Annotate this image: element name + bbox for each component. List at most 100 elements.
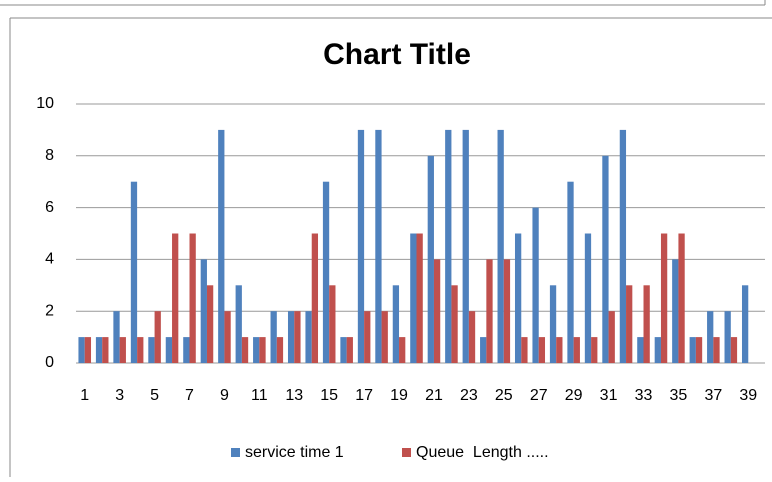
bar [399, 337, 406, 363]
bar [113, 311, 120, 363]
x-tick-label: 17 [355, 387, 373, 404]
bar [340, 337, 347, 363]
bar [172, 233, 179, 363]
bar [165, 337, 173, 363]
bar [672, 259, 679, 363]
bar [95, 337, 103, 363]
bar [514, 233, 522, 363]
x-tick-label: 3 [115, 387, 124, 404]
bar [503, 259, 511, 363]
bar [253, 337, 260, 363]
x-tick-label: 31 [600, 387, 618, 404]
bar [532, 207, 539, 363]
bar [556, 337, 563, 363]
x-tick-label: 21 [425, 387, 443, 404]
bar [573, 337, 580, 363]
bar [270, 311, 277, 363]
bar [206, 285, 214, 363]
bar [626, 285, 633, 363]
bar [311, 233, 319, 363]
legend-swatch [231, 448, 240, 457]
bar [619, 129, 627, 363]
x-tick-label: 33 [635, 387, 653, 404]
bar [521, 337, 528, 363]
bar [329, 285, 336, 363]
bar [451, 285, 458, 363]
bar [608, 311, 615, 363]
y-tick-label: 0 [45, 354, 54, 371]
bar [637, 337, 644, 363]
bar [375, 129, 382, 363]
bar [480, 337, 487, 363]
bar [381, 311, 388, 363]
bar [427, 155, 434, 363]
bar [189, 233, 196, 363]
x-tick-label: 25 [495, 387, 513, 404]
x-tick-label: 37 [704, 387, 722, 404]
bar [591, 337, 598, 363]
bar [678, 233, 685, 363]
bar [538, 337, 546, 363]
x-tick-label: 9 [220, 387, 229, 404]
bar [602, 155, 609, 363]
bar [235, 285, 242, 363]
bar [689, 337, 696, 363]
bar [707, 311, 714, 363]
bar [433, 259, 441, 363]
x-tick-label: 27 [530, 387, 548, 404]
bar [486, 259, 493, 363]
y-tick-label: 8 [45, 147, 54, 164]
x-tick-label: 23 [460, 387, 478, 404]
bar [567, 181, 574, 363]
bar [259, 337, 266, 363]
bar [713, 337, 720, 363]
bar [218, 129, 225, 363]
bar [584, 233, 592, 363]
x-tick-label: 35 [670, 387, 688, 404]
bar [84, 337, 92, 363]
x-tick-label: 19 [390, 387, 408, 404]
bar [741, 285, 749, 363]
x-tick-label: 1 [80, 387, 89, 404]
bar [445, 129, 452, 363]
y-tick-label: 4 [45, 251, 54, 268]
bar [154, 311, 161, 363]
bar [276, 337, 284, 363]
x-tick-label: 13 [285, 387, 303, 404]
bar [241, 337, 249, 363]
legend-label: service time 1 [245, 444, 344, 461]
x-tick-label: 29 [565, 387, 583, 404]
bar [305, 311, 312, 363]
bar [200, 259, 207, 363]
x-tick-label: 5 [150, 387, 159, 404]
bar [364, 311, 371, 363]
bar [102, 337, 109, 363]
y-tick-label: 6 [45, 199, 54, 216]
x-tick-label: 15 [320, 387, 338, 404]
y-tick-label: 10 [36, 95, 54, 112]
bar [78, 337, 85, 363]
x-tick-label: 11 [251, 387, 268, 404]
bar [468, 311, 476, 363]
bar [224, 311, 231, 363]
bar [724, 311, 731, 363]
bar [287, 311, 295, 363]
bar [497, 129, 504, 363]
bar [392, 285, 400, 363]
bar [410, 233, 417, 363]
legend-label: Queue Length ..... [416, 444, 549, 461]
bar [130, 181, 138, 363]
bar [346, 337, 353, 363]
bar [183, 337, 190, 363]
bar [462, 129, 469, 363]
y-tick-label: 2 [45, 302, 54, 319]
bar [119, 337, 126, 363]
x-tick-label: 7 [185, 387, 194, 404]
bar [294, 311, 301, 363]
bar [660, 233, 668, 363]
bar [148, 337, 155, 363]
bar [322, 181, 330, 363]
bar [357, 129, 365, 363]
bar [643, 285, 650, 363]
